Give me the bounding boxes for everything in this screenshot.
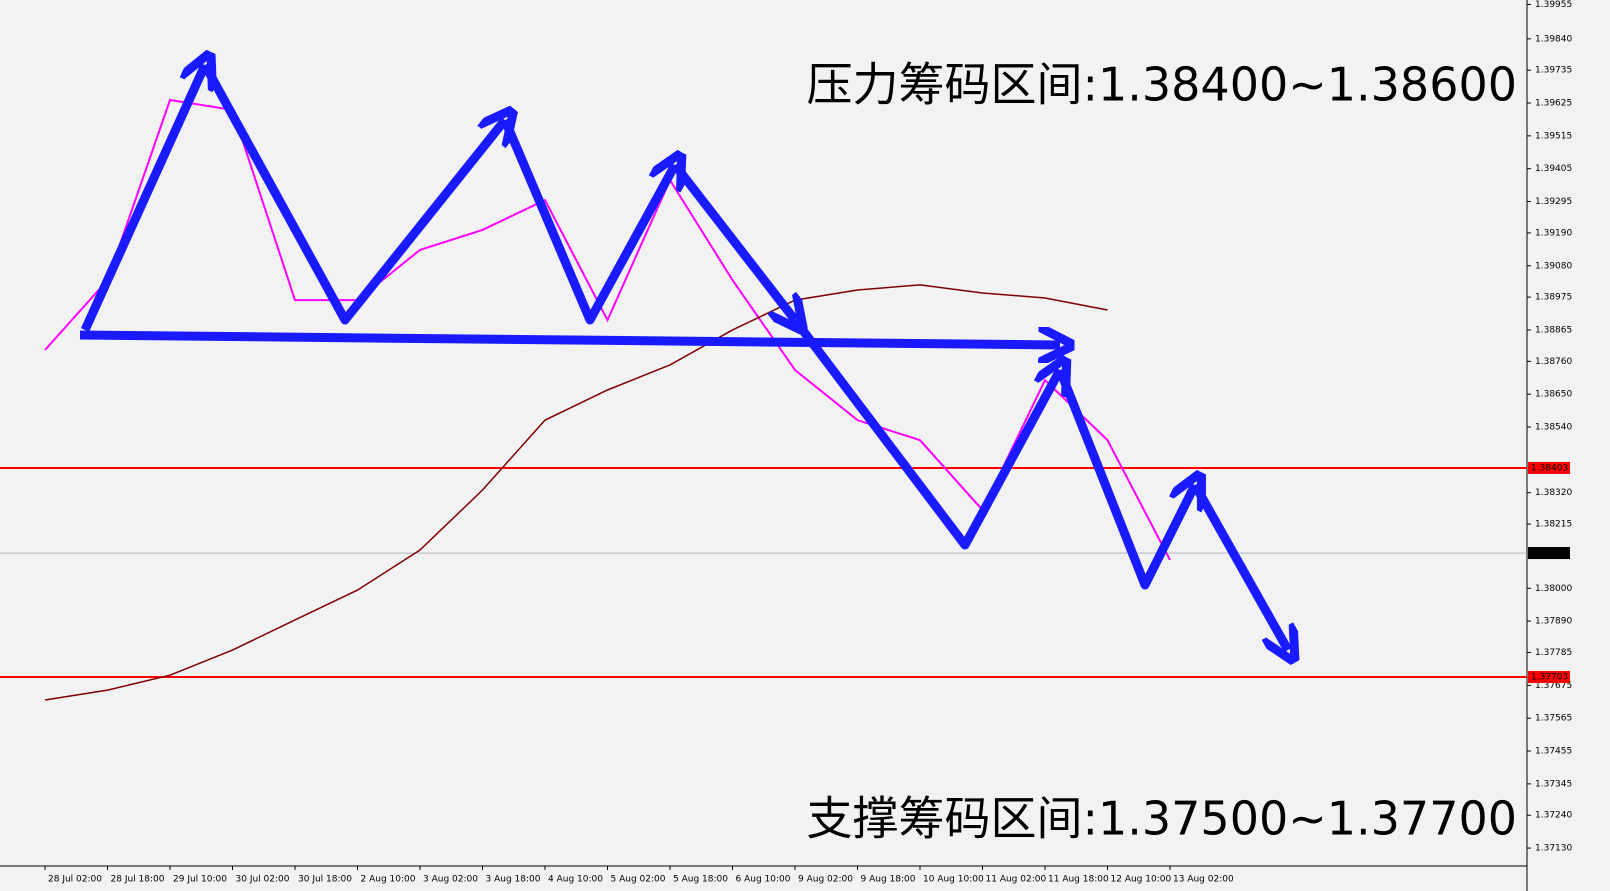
x-tick-label: 5 Aug 02:00 — [611, 875, 666, 885]
x-tick-label: 13 Aug 02:00 — [1173, 875, 1234, 885]
arrow — [500, 118, 675, 325]
level-label: 1.37703 — [1531, 672, 1568, 682]
x-tick-label: 29 Jul 10:00 — [173, 875, 227, 885]
arrow — [791, 317, 1060, 550]
x-tick-label: 11 Aug 18:00 — [1048, 875, 1109, 885]
y-tick-label: 1.39190 — [1535, 228, 1572, 238]
y-tick-label: 1.38000 — [1535, 584, 1572, 594]
support-annotation: 支撑筹码区间:1.37500~1.37700 — [807, 792, 1517, 846]
arrow — [1055, 368, 1195, 590]
y-tick-label: 1.38650 — [1535, 390, 1572, 400]
arrow — [80, 65, 205, 332]
y-tick-label: 1.37345 — [1535, 779, 1572, 789]
y-tick-label: 1.37240 — [1535, 811, 1572, 821]
x-tick-label: 3 Aug 18:00 — [486, 875, 541, 885]
level-tag — [1528, 461, 1570, 474]
series-line — [44, 284, 1108, 701]
arrow — [201, 62, 505, 325]
arrow — [1191, 482, 1288, 650]
y-tick-label: 1.39625 — [1535, 99, 1572, 109]
x-tick-label: 28 Jul 18:00 — [111, 875, 165, 885]
y-tick-label: 1.39295 — [1535, 197, 1572, 207]
x-tick-label: 11 Aug 02:00 — [986, 875, 1047, 885]
y-tick-label: 1.37890 — [1535, 617, 1572, 627]
level-label: 1.38403 — [1531, 463, 1568, 473]
x-tick-label: 3 Aug 02:00 — [423, 875, 478, 885]
y-tick-label: 1.37130 — [1535, 844, 1572, 854]
x-tick-label: 4 Aug 10:00 — [548, 875, 603, 885]
x-tick-label: 30 Jul 02:00 — [236, 875, 290, 885]
level-tag — [1528, 670, 1570, 683]
y-tick-label: 1.39955 — [1535, 0, 1572, 10]
x-tick-label: 2 Aug 10:00 — [361, 875, 416, 885]
x-tick-label: 5 Aug 18:00 — [673, 875, 728, 885]
x-tick-label: 10 Aug 10:00 — [923, 875, 984, 885]
resistance-annotation: 压力筹码区间:1.38400~1.38600 — [807, 58, 1517, 112]
plot-area — [0, 0, 1527, 866]
arrow — [671, 162, 795, 320]
x-tick-label: 28 Jul 02:00 — [48, 875, 102, 885]
x-tick-label: 9 Aug 02:00 — [798, 875, 853, 885]
y-tick-label: 1.39080 — [1535, 261, 1572, 271]
y-tick-label: 1.38215 — [1535, 520, 1572, 530]
y-tick-label: 1.37785 — [1535, 648, 1572, 658]
level-label: 1.38118 — [1531, 549, 1568, 559]
arrow — [79, 335, 1060, 345]
y-tick-label: 1.39735 — [1535, 66, 1572, 76]
y-tick-label: 1.38760 — [1535, 357, 1572, 367]
y-tick-label: 1.38975 — [1535, 293, 1572, 303]
y-tick-label: 1.39515 — [1535, 131, 1572, 141]
y-tick-label: 1.38320 — [1535, 488, 1572, 498]
y-tick-label: 1.39405 — [1535, 164, 1572, 174]
y-tick-label: 1.37455 — [1535, 747, 1572, 757]
y-tick-label: 1.38540 — [1535, 423, 1572, 433]
y-tick-label: 1.37565 — [1535, 714, 1572, 724]
y-tick-label: 1.38865 — [1535, 325, 1572, 335]
y-tick-label: 1.37675 — [1535, 681, 1572, 691]
trend-arrows — [79, 62, 1288, 650]
x-tick-label: 30 Jul 18:00 — [298, 875, 352, 885]
level-tag — [1528, 547, 1570, 560]
y-tick-label: 1.39840 — [1535, 34, 1572, 44]
x-tick-label: 9 Aug 18:00 — [861, 875, 916, 885]
x-tick-label: 6 Aug 10:00 — [736, 875, 791, 885]
x-tick-label: 12 Aug 10:00 — [1111, 875, 1172, 885]
